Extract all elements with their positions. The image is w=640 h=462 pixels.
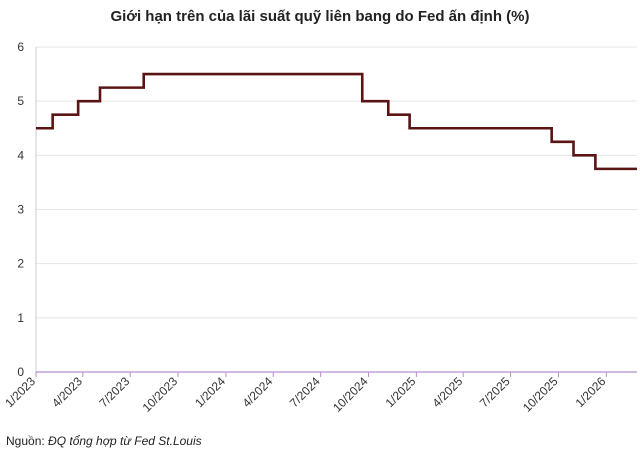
x-tick-label: 7/2023 bbox=[96, 374, 132, 410]
x-tick-label: 10/2023 bbox=[140, 374, 181, 415]
y-tick-label: 3 bbox=[17, 203, 24, 217]
x-tick-label: 10/2024 bbox=[330, 374, 371, 415]
y-tick-label: 1 bbox=[17, 311, 24, 325]
x-tick-label: 7/2024 bbox=[287, 374, 323, 410]
y-tick-label: 6 bbox=[17, 40, 24, 54]
source-text: ĐQ tổng hợp từ Fed St.Louis bbox=[48, 434, 202, 448]
x-tick-label: 7/2025 bbox=[477, 374, 513, 410]
x-tick-label: 1/2025 bbox=[383, 374, 419, 410]
x-tick-label: 4/2025 bbox=[429, 374, 465, 410]
source-label: Nguồn: bbox=[6, 434, 49, 448]
y-tick-label: 4 bbox=[17, 148, 24, 162]
y-tick-label: 0 bbox=[17, 365, 24, 379]
x-tick-label: 1/2026 bbox=[573, 374, 609, 410]
y-tick-label: 5 bbox=[17, 94, 24, 108]
x-tick-label: 1/2024 bbox=[192, 374, 228, 410]
x-tick-label: 4/2024 bbox=[240, 374, 276, 410]
source-note: Nguồn: ĐQ tổng hợp từ Fed St.Louis bbox=[6, 434, 202, 448]
x-tick-label: 10/2025 bbox=[520, 374, 561, 415]
x-tick-label: 4/2023 bbox=[49, 374, 85, 410]
y-tick-label: 2 bbox=[17, 257, 24, 271]
chart-plot: 0 1 2 3 4 5 6 1/2023 4/2023 7/2023 10/2023 1/2024 4/… bbox=[2, 40, 637, 415]
x-tick-label: 1/2023 bbox=[2, 374, 38, 410]
chart-title: Giới hạn trên của lãi suất quỹ liên bang… bbox=[110, 8, 530, 25]
rate-series-line bbox=[36, 72, 637, 171]
